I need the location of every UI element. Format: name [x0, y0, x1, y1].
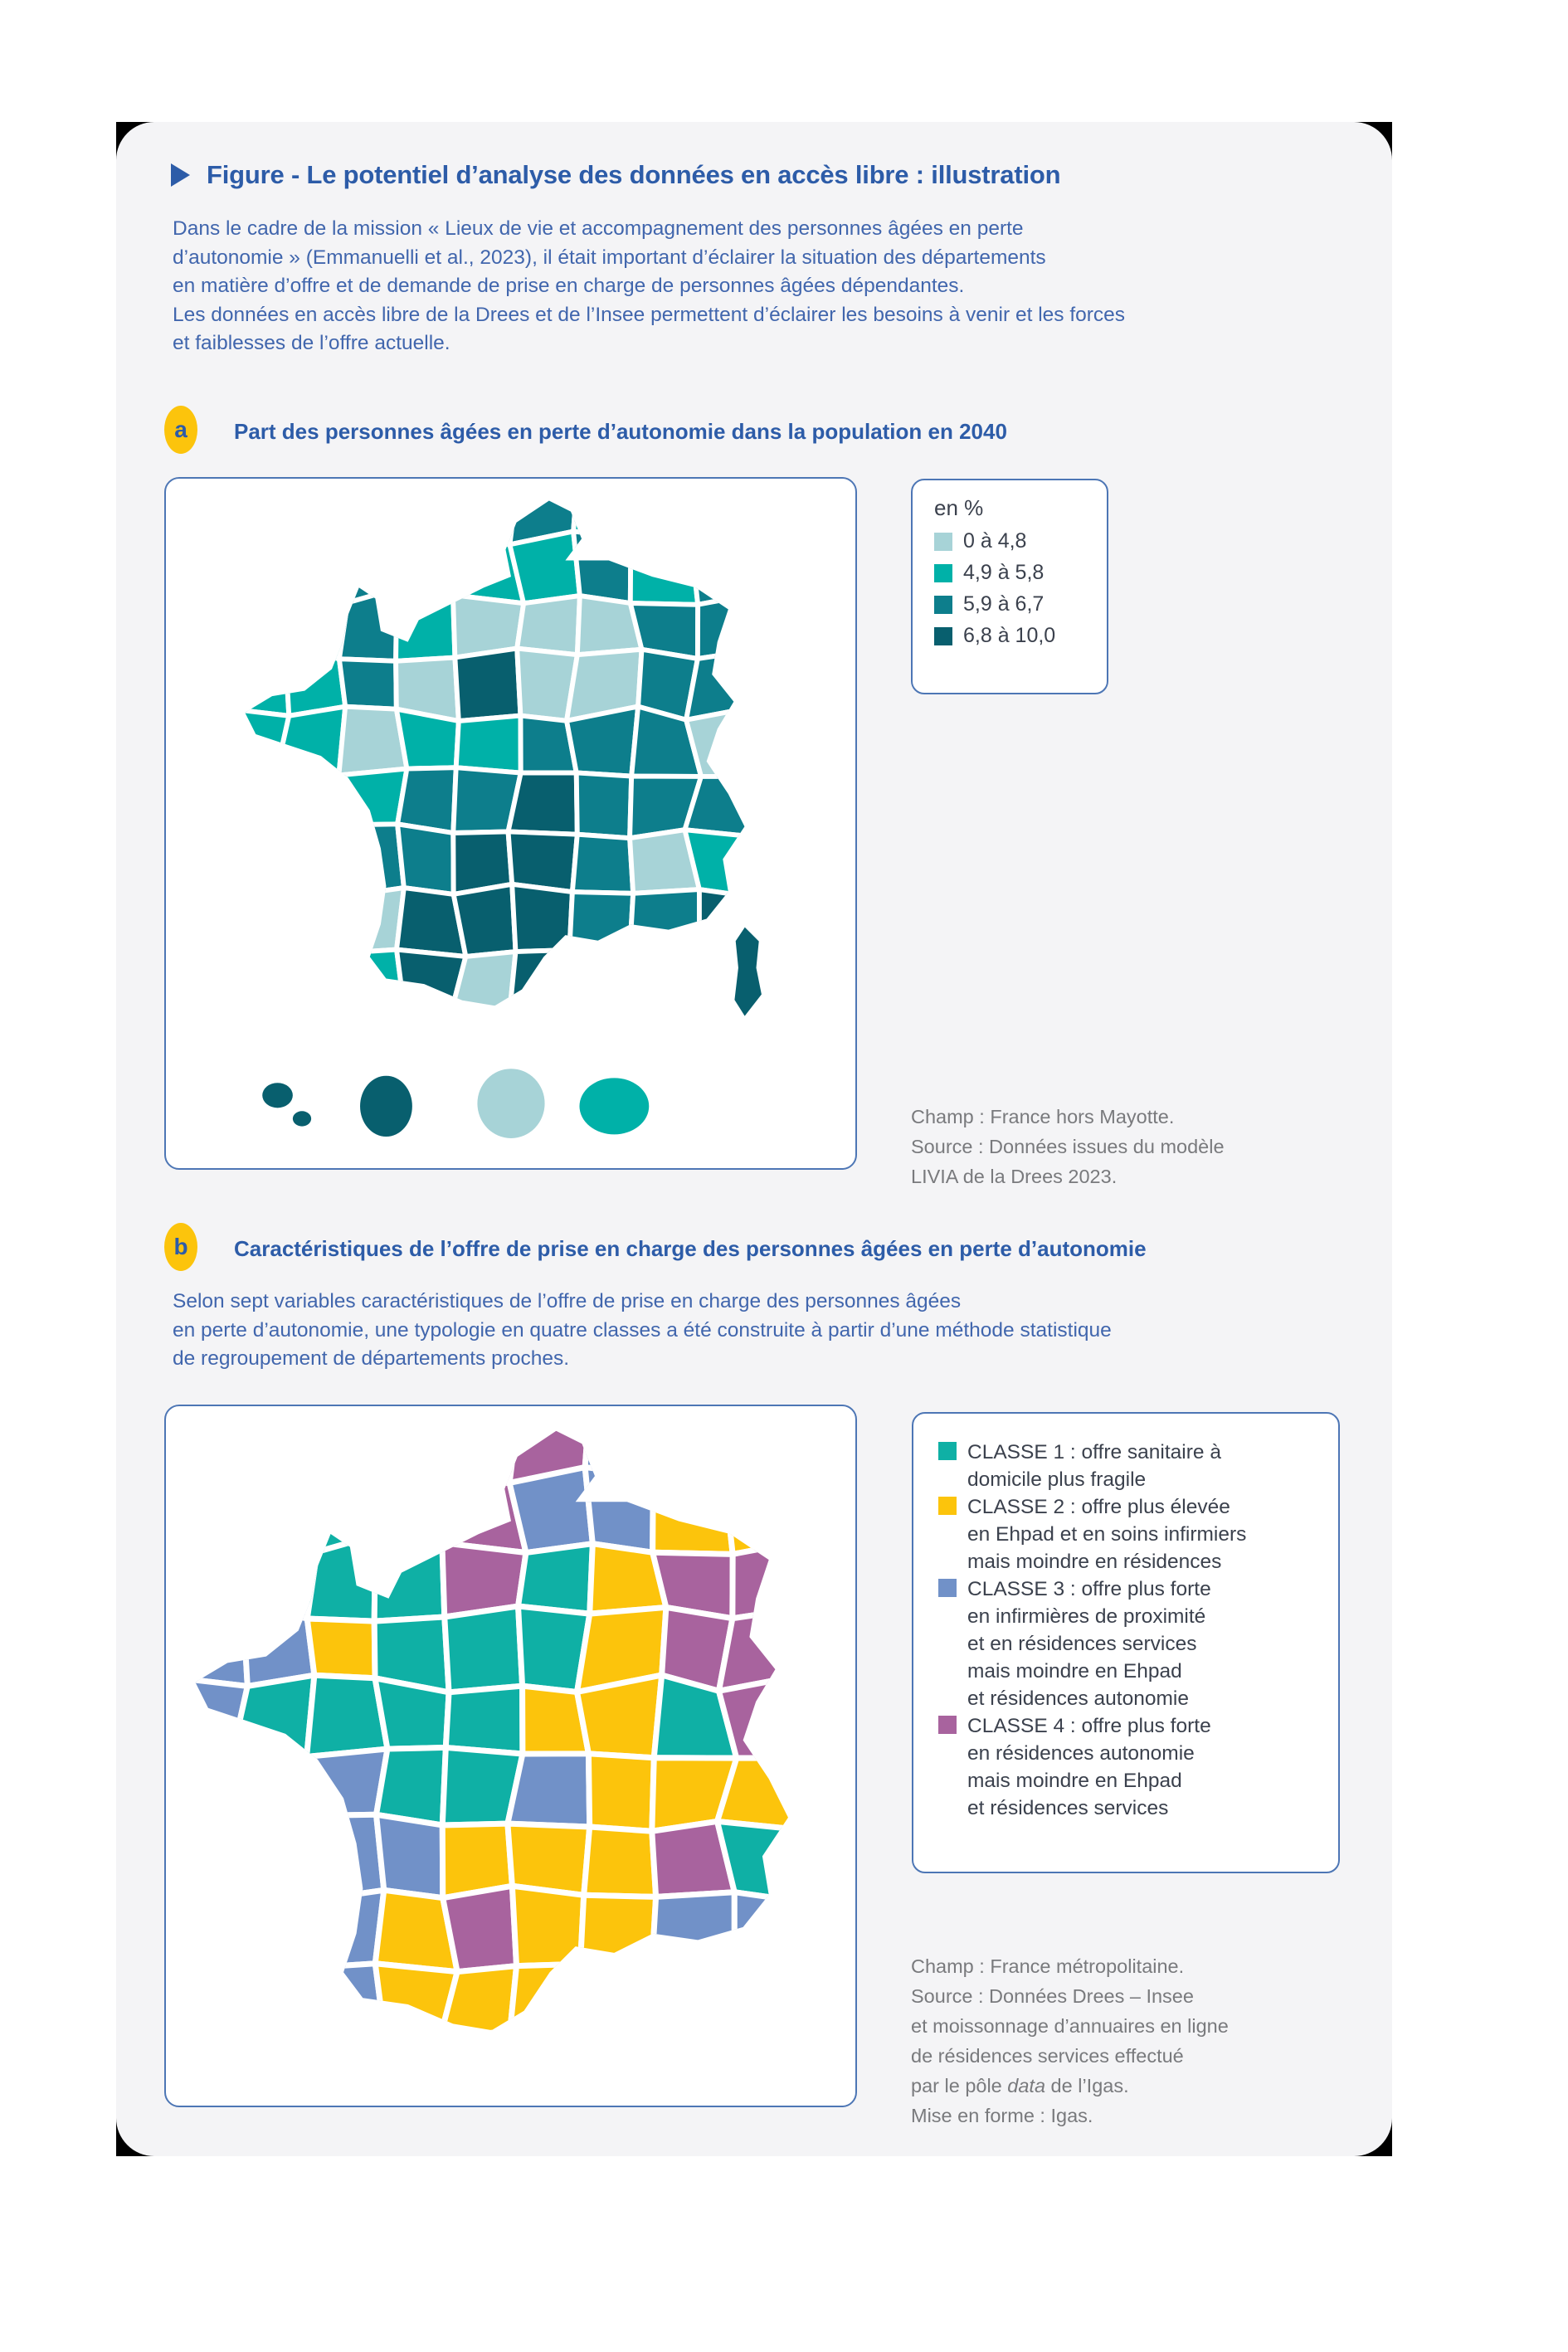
legend-item: 4,9 à 5,8 — [934, 561, 1095, 585]
map-b-panel — [164, 1405, 857, 2107]
legend-swatch-icon — [938, 1579, 957, 1597]
map-a-choropleth — [244, 500, 766, 1138]
legend-swatch-icon — [938, 1497, 957, 1515]
note-b: Champ : France métropolitaine. Source : … — [911, 1955, 1229, 2126]
legend-swatch-icon — [934, 627, 952, 645]
overseas-territory — [578, 1077, 649, 1134]
legend-item: CLASSE 4 : offre plus forte en résidence… — [938, 1712, 1327, 1822]
legend-label: CLASSE 1 : offre sanitaire à domicile pl… — [967, 1441, 1221, 1491]
legend-swatch-icon — [938, 1716, 957, 1734]
overseas-territory — [359, 1075, 412, 1137]
legend-item: 5,9 à 6,7 — [934, 592, 1095, 616]
figure-title: Figure - Le potentiel d’analyse des donn… — [207, 160, 1061, 189]
legend-b-items: CLASSE 1 : offre sanitaire à domicile pl… — [938, 1439, 1327, 1822]
note-a: Champ : France hors Mayotte. Source : Do… — [911, 1106, 1225, 1187]
figure-intro: Dans le cadre de la mission « Lieux de v… — [173, 217, 1126, 354]
legend-label: 4,9 à 5,8 — [963, 561, 1045, 584]
legend-label: 0 à 4,8 — [963, 529, 1027, 553]
section-a-title: Part des personnes âgées en perte d’auto… — [234, 419, 1007, 444]
figure-card: Figure - Le potentiel d’analyse des donn… — [116, 122, 1392, 2156]
map-b-choropleth — [194, 1430, 788, 2030]
overseas-territory — [292, 1110, 311, 1127]
overseas-territory — [476, 1068, 545, 1138]
section-b-intro: Selon sept variables caractéristiques de… — [173, 1290, 1112, 1370]
legend-item: CLASSE 2 : offre plus élevée en Ehpad et… — [938, 1493, 1327, 1575]
legend-a-items: 0 à 4,8 4,9 à 5,8 5,9 à 6,7 6,8 à 10,0 — [934, 529, 1095, 648]
map-a-panel — [164, 477, 857, 1170]
legend-item: CLASSE 1 : offre sanitaire à domicile pl… — [938, 1439, 1327, 1493]
title-arrow-icon — [171, 163, 190, 187]
legend-b-panel: CLASSE 1 : offre sanitaire à domicile pl… — [912, 1412, 1340, 1873]
legend-a-title: en % — [934, 495, 984, 520]
legend-swatch-icon — [934, 564, 952, 582]
legend-a-panel: en % 0 à 4,8 4,9 à 5,8 5,9 à 6,7 6,8 à 10,0 — [911, 479, 1108, 694]
overseas-territory — [261, 1082, 293, 1108]
legend-label: CLASSE 2 : offre plus élevée en Ehpad et… — [967, 1496, 1247, 1573]
section-a-badge: a — [164, 406, 197, 454]
section-b-badge: b — [164, 1223, 197, 1271]
legend-swatch-icon — [938, 1442, 957, 1460]
legend-item: 0 à 4,8 — [934, 529, 1095, 553]
legend-label: 5,9 à 6,7 — [963, 592, 1045, 616]
section-b-title: Caractéristiques de l’offre de prise en … — [234, 1236, 1147, 1261]
legend-label: 6,8 à 10,0 — [963, 624, 1056, 647]
legend-item: 6,8 à 10,0 — [934, 624, 1095, 648]
legend-item: CLASSE 3 : offre plus forte en infirmièr… — [938, 1575, 1327, 1712]
figure-header: Figure - Le potentiel d’analyse des donn… — [171, 160, 1061, 190]
legend-swatch-icon — [934, 596, 952, 614]
legend-swatch-icon — [934, 533, 952, 551]
legend-label: CLASSE 4 : offre plus forte en résidence… — [967, 1715, 1211, 1819]
legend-label: CLASSE 3 : offre plus forte en infirmièr… — [967, 1578, 1211, 1710]
